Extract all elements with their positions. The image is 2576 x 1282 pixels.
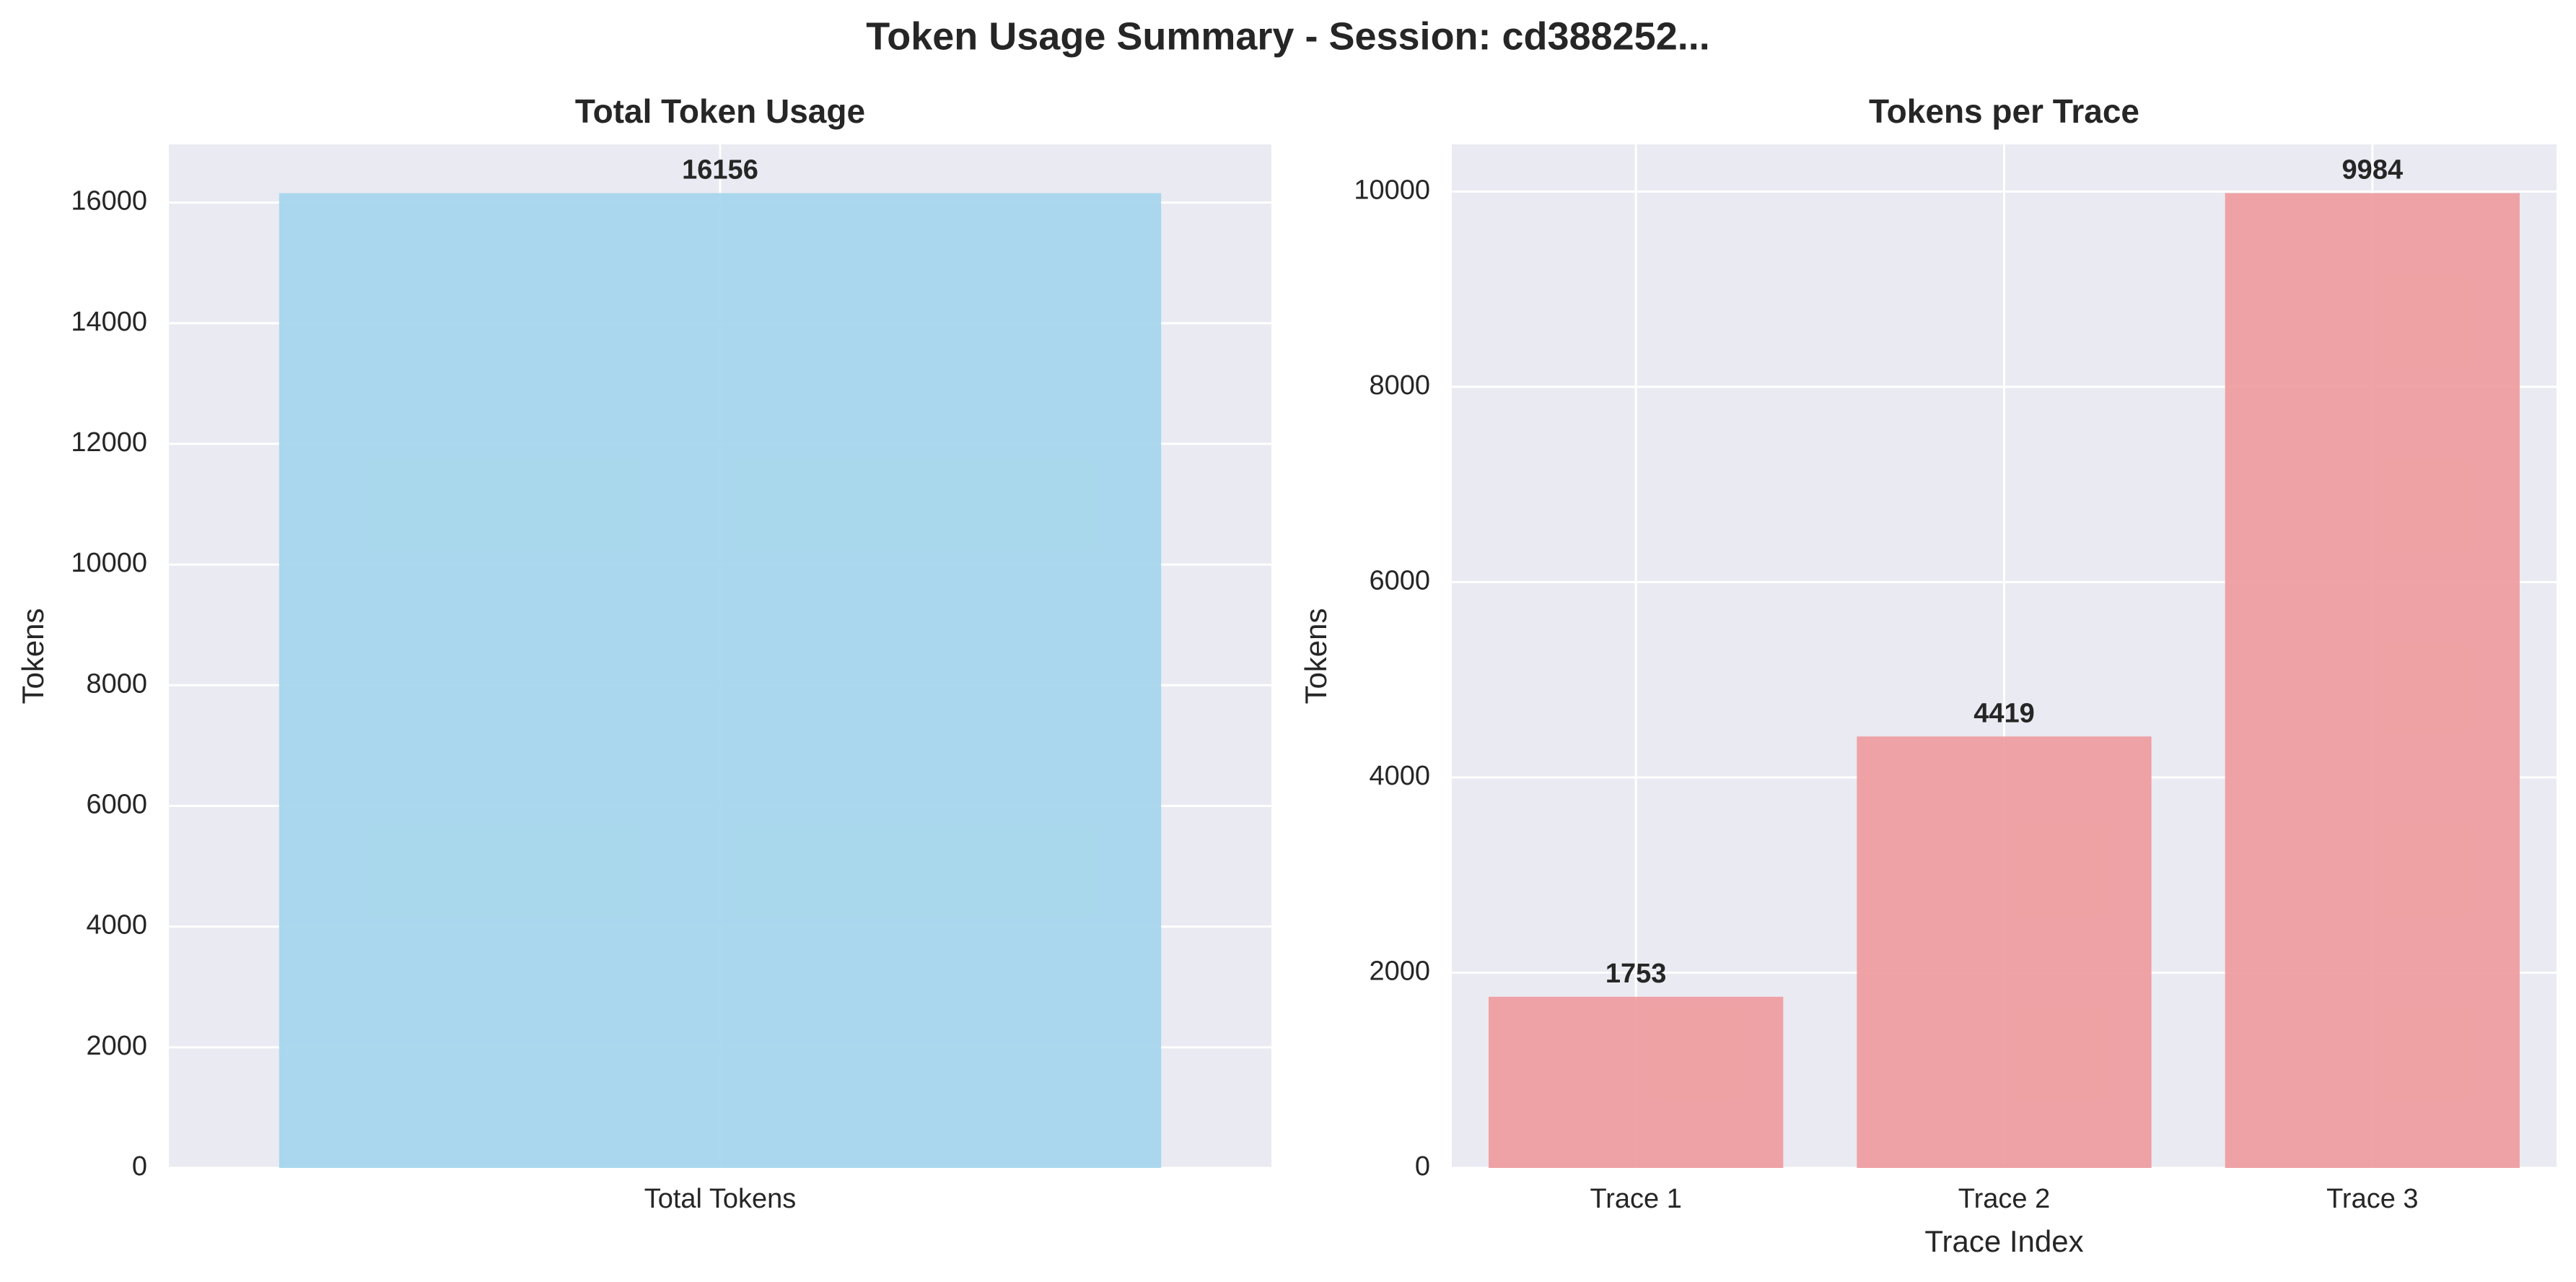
x-tick-label: Trace 3 [2326, 1184, 2418, 1214]
bar-trace-1 [1489, 996, 1784, 1168]
y-tick-label: 16000 [71, 186, 147, 217]
x-tick-label: Total Tokens [644, 1184, 797, 1214]
y-tick-label: 6000 [86, 789, 147, 819]
total-token-usage-panel: 0 2000 4000 6000 8000 10000 12000 14000 16000 161… [16, 92, 1271, 1214]
y-tick-label: 10000 [71, 548, 147, 578]
x-axis-label: Trace Index [1924, 1224, 2083, 1258]
y-tick-label: 10000 [1354, 175, 1430, 205]
bar-value-label: 1753 [1605, 959, 1667, 989]
x-tick-label: Trace 2 [1958, 1184, 2050, 1214]
y-axis-label: Tokens [16, 608, 50, 704]
y-tick-label: 12000 [71, 427, 147, 458]
tokens-per-trace-panel: 0 2000 4000 6000 8000 10000 1753 Trace 1 4419 Tra… [1299, 92, 2557, 1258]
bar-value-label: 9984 [2342, 155, 2404, 186]
y-tick-label: 4000 [1369, 761, 1430, 791]
y-tick-label: 4000 [86, 910, 147, 941]
axes-title: Tokens per Trace [1869, 92, 2139, 130]
y-tick-label: 6000 [1369, 565, 1430, 596]
y-tick-label: 14000 [71, 307, 147, 337]
bar-total-tokens [279, 193, 1162, 1168]
bar-value-label: 16156 [682, 155, 758, 186]
x-tick-label: Trace 1 [1590, 1184, 1681, 1214]
y-tick-label: 8000 [86, 668, 147, 699]
y-axis-label: Tokens [1299, 608, 1333, 704]
bar-value-label: 4419 [1973, 698, 2035, 728]
figure-suptitle: Token Usage Summary - Session: cd388252.… [866, 14, 1710, 58]
axes-title: Total Token Usage [575, 92, 865, 130]
bar-trace-2 [1857, 736, 2152, 1168]
y-tick-label: 0 [1415, 1151, 1430, 1182]
y-tick-label: 0 [132, 1151, 147, 1182]
bar-trace-3 [2225, 193, 2520, 1168]
y-tick-label: 2000 [1369, 956, 1430, 987]
y-tick-label: 8000 [1369, 370, 1430, 401]
y-tick-label: 2000 [86, 1031, 147, 1061]
